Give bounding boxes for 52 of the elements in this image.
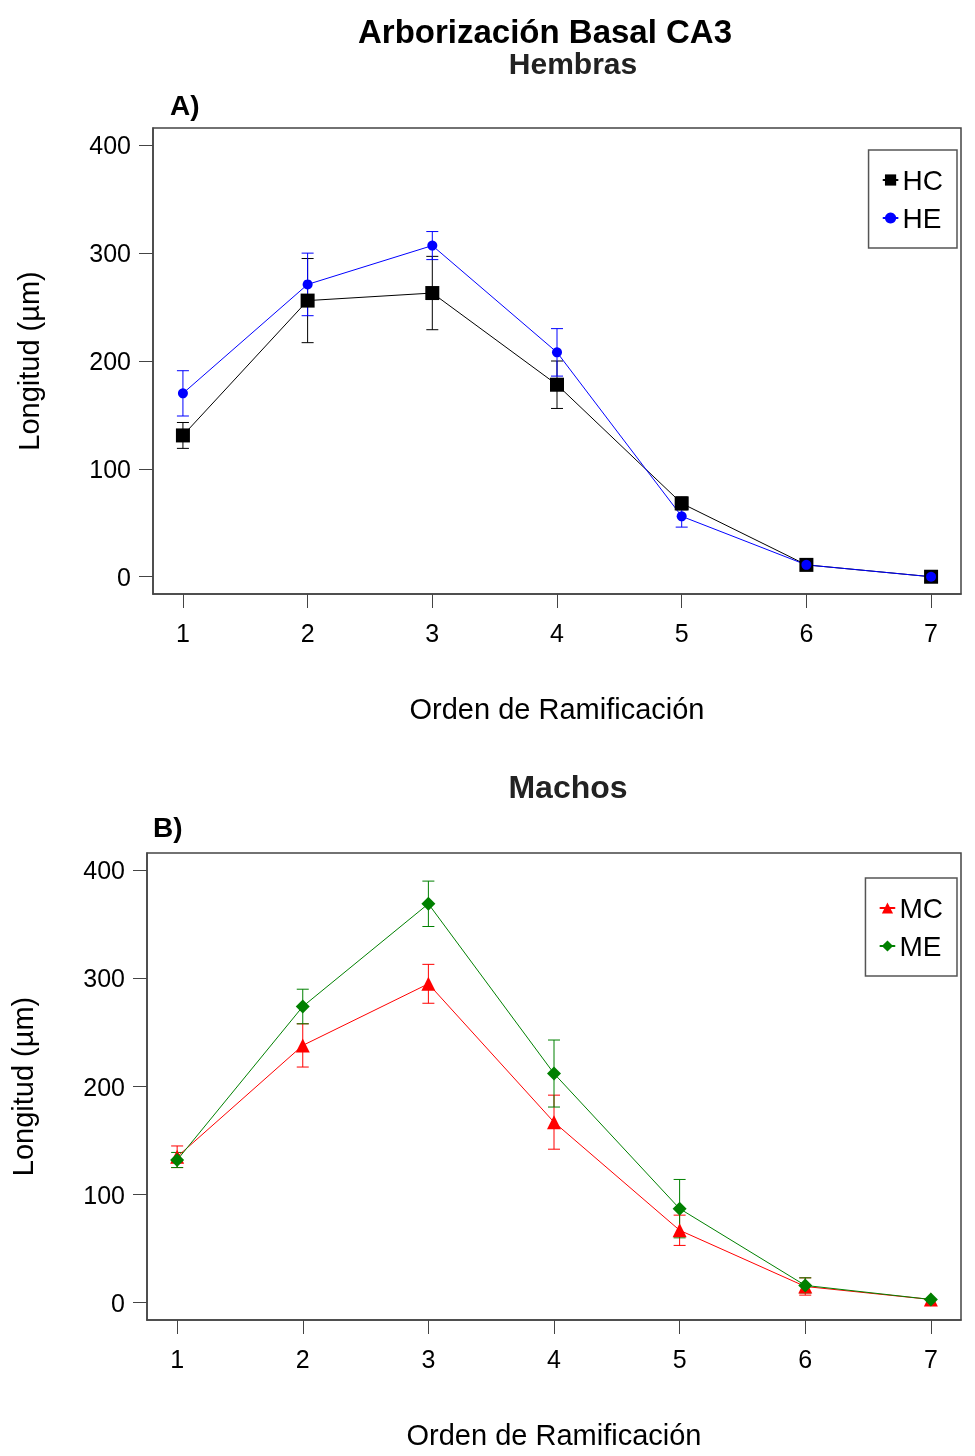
point [175, 428, 190, 443]
point [302, 279, 313, 290]
point [295, 999, 310, 1014]
x-tick-label: 7 [923, 1344, 938, 1373]
x-tick-label: 7 [924, 618, 939, 647]
point [676, 511, 687, 522]
point [672, 1201, 687, 1216]
x-tick-label: 4 [550, 618, 565, 647]
y-tick-label: 200 [89, 347, 131, 375]
point [295, 1038, 310, 1053]
point [672, 1223, 687, 1238]
y-tick-label: 400 [89, 131, 131, 160]
legend-label: HC [902, 164, 944, 196]
x-tick-label: 5 [674, 618, 689, 647]
point [177, 388, 188, 399]
y-tick-label: 100 [89, 454, 131, 483]
x-tick-label: 6 [798, 1344, 813, 1373]
y-tick-label: 100 [83, 1180, 125, 1209]
text: A) [170, 89, 200, 121]
y-axis-title: Longitud (µm) [6, 996, 39, 1177]
x-tick-label: 6 [799, 618, 814, 647]
y-tick-label: 300 [89, 239, 131, 268]
point [550, 377, 564, 392]
legend-label: ME [899, 930, 942, 962]
y-tick-label: 200 [83, 1072, 125, 1101]
point [300, 293, 315, 308]
x-tick-label: 1 [170, 1344, 185, 1373]
point [547, 1066, 561, 1081]
y-tick-label: 0 [111, 1288, 125, 1317]
point [547, 1115, 561, 1130]
x-tick-label: 3 [421, 1344, 436, 1373]
y-tick-label: 400 [83, 856, 125, 885]
point [421, 896, 436, 911]
x-tick-label: 1 [175, 618, 190, 647]
y-tick-label: 0 [117, 562, 131, 591]
text: B) [153, 811, 183, 843]
point [427, 240, 438, 251]
x-axis-title: Orden de Ramificación [406, 1418, 702, 1451]
x-tick-label: 5 [672, 1344, 687, 1373]
chart-title: Machos [508, 769, 628, 805]
x-tick-label: 3 [425, 618, 440, 647]
legend-label: MC [899, 892, 943, 924]
x-tick-label: 2 [295, 1344, 310, 1373]
point [425, 286, 440, 301]
legend-label: HE [902, 202, 942, 234]
y-tick-label: 300 [83, 964, 125, 993]
point [552, 347, 562, 358]
y-axis-title: Longitud (µm) [12, 271, 45, 451]
x-tick-label: 4 [547, 1344, 562, 1373]
x-axis-title: Orden de Ramificación [409, 692, 705, 725]
point [421, 976, 436, 991]
x-tick-label: 2 [300, 618, 315, 647]
